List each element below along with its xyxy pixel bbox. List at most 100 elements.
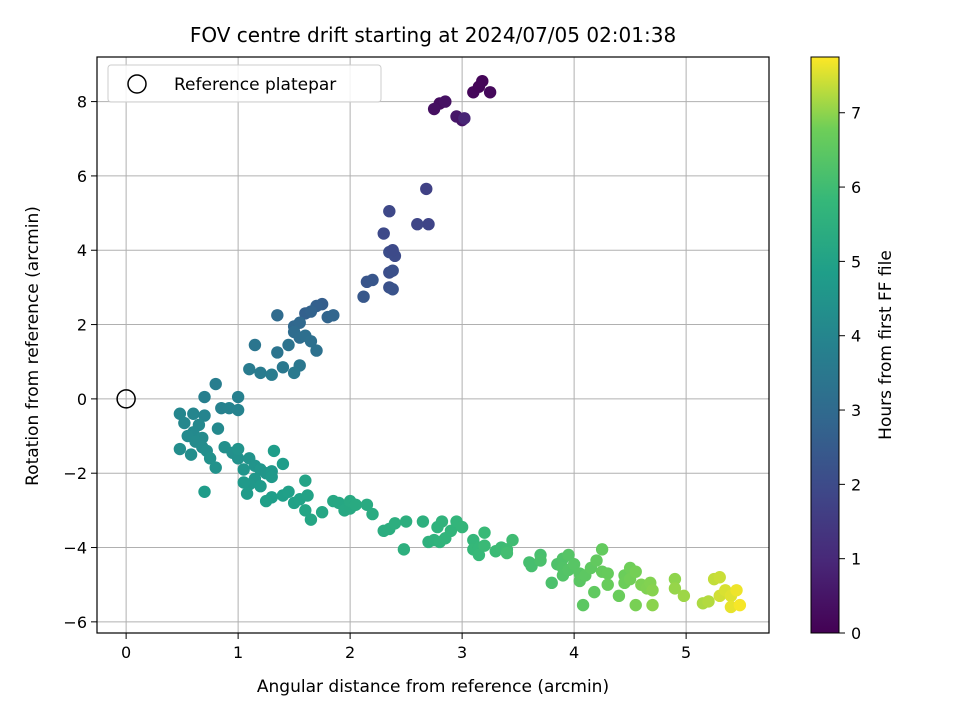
data-point — [377, 227, 390, 240]
data-point — [259, 494, 273, 508]
x-axis-label: Angular distance from reference (arcmin) — [257, 677, 609, 697]
data-point — [590, 554, 603, 567]
data-point — [388, 517, 402, 530]
data-point — [357, 290, 370, 303]
data-point — [439, 95, 452, 108]
data-point — [237, 476, 250, 489]
y-tick-label: 6 — [77, 167, 87, 186]
data-point — [612, 589, 626, 603]
colorbar-tick-label: 1 — [851, 550, 861, 569]
data-point — [231, 452, 245, 465]
data-point — [483, 86, 497, 99]
data-point — [231, 390, 245, 404]
plot-area: 0 1 2 3 4 5 −6 −4 −2 0 2 4 6 8 — [63, 56, 770, 662]
data-point — [282, 338, 295, 352]
colorbar-tick-label: 4 — [851, 327, 861, 346]
data-point — [601, 567, 614, 580]
data-point — [265, 368, 278, 381]
data-point — [293, 316, 306, 329]
data-point — [248, 338, 262, 352]
legend: Reference platepar — [107, 64, 382, 103]
colorbar-tick-label: 0 — [851, 624, 861, 643]
data-point — [435, 515, 449, 528]
data-point — [231, 442, 245, 456]
data-point — [271, 346, 284, 359]
legend-entry-label: Reference platepar — [174, 75, 336, 95]
data-point — [198, 409, 211, 422]
x-tick-label: 2 — [345, 643, 355, 662]
data-point — [366, 507, 379, 521]
x-tick-label: 4 — [569, 643, 579, 662]
y-axis-ticks: −6 −4 −2 0 2 4 6 8 — [63, 93, 97, 632]
data-point — [187, 407, 200, 420]
data-point — [397, 543, 411, 556]
data-point — [427, 102, 441, 116]
data-point — [567, 558, 581, 571]
data-point — [444, 524, 458, 538]
data-point — [472, 548, 486, 562]
data-point — [299, 474, 312, 487]
chart-title: FOV centre drift starting at 2024/07/05 … — [190, 23, 676, 47]
data-point — [299, 504, 312, 517]
x-axis-ticks: 0 1 2 3 4 5 — [121, 633, 691, 662]
data-point — [254, 366, 267, 380]
x-tick-label: 3 — [457, 643, 467, 662]
colorbar-tick-label: 2 — [851, 475, 861, 494]
data-point — [327, 309, 340, 322]
data-points — [173, 74, 747, 614]
colorbar-label: Hours from first FF file — [876, 250, 896, 440]
data-point — [184, 448, 198, 461]
data-point — [301, 489, 314, 502]
data-point — [478, 526, 491, 539]
data-point — [534, 554, 547, 567]
data-point — [315, 506, 329, 519]
legend-marker-icon — [127, 74, 147, 94]
data-point — [304, 513, 318, 526]
colorbar-gradient — [810, 56, 840, 634]
data-point — [366, 273, 379, 287]
data-point — [276, 361, 290, 374]
data-point — [265, 470, 278, 484]
data-point — [304, 305, 318, 318]
colorbar-tick-label: 6 — [851, 178, 861, 197]
y-tick-label: 4 — [77, 241, 87, 260]
data-point — [506, 533, 519, 547]
y-tick-label: 0 — [77, 390, 87, 409]
data-point — [713, 571, 726, 584]
data-point — [209, 461, 222, 474]
data-point — [545, 576, 558, 590]
data-point — [310, 344, 323, 357]
data-point — [254, 480, 267, 493]
data-point — [458, 112, 471, 125]
data-point — [422, 218, 435, 231]
x-tick-label: 5 — [681, 643, 691, 662]
data-point — [383, 205, 396, 218]
grid — [97, 57, 769, 633]
data-point — [730, 584, 743, 597]
data-point — [203, 452, 217, 465]
data-point — [601, 578, 614, 591]
data-point — [360, 498, 374, 511]
data-point — [500, 546, 514, 560]
reference-marker — [116, 389, 136, 409]
axes-frame — [96, 56, 770, 634]
data-point — [525, 559, 538, 573]
data-point — [562, 548, 575, 562]
data-point — [209, 377, 222, 391]
colorbar-tick-label: 3 — [851, 401, 861, 420]
data-point — [386, 283, 399, 296]
data-point — [420, 182, 433, 196]
data-point — [271, 309, 284, 322]
data-point — [198, 390, 211, 404]
y-tick-label: −4 — [63, 539, 87, 558]
data-point — [478, 539, 491, 552]
data-point — [349, 498, 362, 511]
legend-box — [107, 64, 382, 103]
colorbar-tick-label: 5 — [851, 252, 861, 271]
data-point — [304, 335, 318, 348]
data-point — [287, 366, 301, 380]
data-point — [267, 444, 281, 458]
data-point — [386, 264, 399, 277]
data-point — [231, 403, 245, 417]
